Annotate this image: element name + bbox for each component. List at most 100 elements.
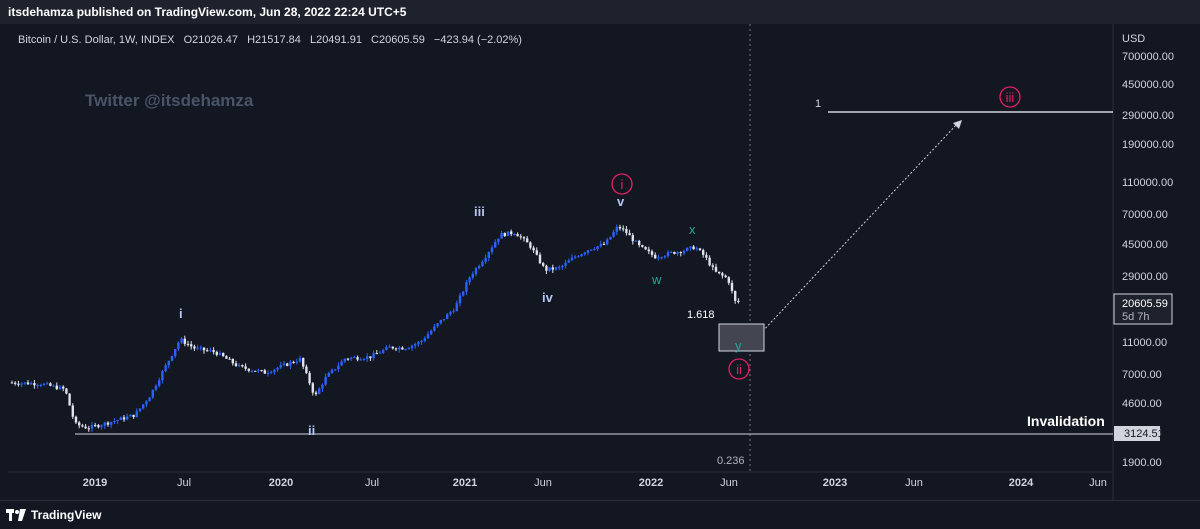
candle-body <box>190 344 193 347</box>
candle-body <box>660 257 663 259</box>
candle-body <box>577 256 580 258</box>
candle-body <box>650 251 654 255</box>
candle-body <box>458 295 462 304</box>
candle-body <box>314 392 318 394</box>
candle-body <box>308 372 311 384</box>
candle-body <box>730 282 734 291</box>
candle-body <box>202 347 206 351</box>
candle-body <box>654 254 657 259</box>
candle-body <box>244 366 247 369</box>
y-tick-label: 7000.00 <box>1122 369 1162 381</box>
candle-body <box>87 428 90 430</box>
candle-body <box>606 239 609 245</box>
candle-body <box>705 254 708 258</box>
candle-body <box>711 265 714 267</box>
candle-body <box>529 242 532 248</box>
candle-body <box>474 268 478 275</box>
projection-arrow-head <box>953 120 962 129</box>
candle-body <box>404 349 407 351</box>
projection-arrow <box>759 122 959 335</box>
candle-body <box>468 277 471 283</box>
candle-body <box>564 262 567 266</box>
candle-body <box>647 249 650 252</box>
plot-area[interactable] <box>8 26 1113 498</box>
candle-body <box>570 257 574 261</box>
x-tick-label: 2020 <box>269 477 293 489</box>
candle-body <box>282 363 286 365</box>
candle-body <box>270 372 273 374</box>
wave-i-label: i <box>179 306 183 321</box>
candle-body <box>394 348 398 350</box>
candle-body <box>151 389 154 398</box>
candle-body <box>126 416 129 420</box>
wave-v-label: v <box>617 194 625 209</box>
candle-body <box>545 265 548 271</box>
candle-body <box>295 361 298 363</box>
x-tick-label: Jun <box>1089 477 1107 489</box>
candle-body <box>698 248 702 251</box>
candle-body <box>65 388 68 394</box>
candle-body <box>385 347 388 350</box>
candle-body <box>561 265 564 268</box>
candle-body <box>289 361 292 366</box>
candle-body <box>388 346 391 348</box>
candle-body <box>218 352 222 355</box>
candle-body <box>359 359 362 361</box>
last-price-tag <box>1113 293 1173 325</box>
footer: TradingView <box>0 500 1200 529</box>
candle-body <box>62 386 65 389</box>
wave-iii-label: iii <box>474 204 485 219</box>
fib-zone-box <box>718 323 765 352</box>
tradingview-logo[interactable]: TradingView <box>6 507 101 523</box>
candle-body <box>106 422 110 425</box>
candle-body <box>494 242 497 248</box>
currency-label: USD <box>1122 33 1145 45</box>
y-tick-label: 290000.00 <box>1122 110 1174 122</box>
candle-body <box>318 388 321 394</box>
candle-body <box>618 226 622 229</box>
candle-body <box>666 252 670 257</box>
candle-body <box>471 274 474 278</box>
candle-body <box>510 231 513 235</box>
candle-body <box>538 254 542 264</box>
tradingview-brand: TradingView <box>31 508 102 522</box>
candle-body <box>356 357 359 360</box>
candle-body <box>567 260 570 263</box>
invalidation-label: Invalidation <box>1027 413 1105 429</box>
candle-body <box>145 401 148 405</box>
candle-body <box>676 252 679 254</box>
x-tick-label: 2019 <box>83 477 107 489</box>
candle-body <box>90 425 94 429</box>
candle-body <box>100 425 103 428</box>
x-tick-label: 2022 <box>639 477 663 489</box>
chart-area[interactable]: Bitcoin / U.S. Dollar, 1W, INDEX O21026.… <box>0 24 1200 500</box>
circled-ii-label: ii <box>736 362 742 377</box>
candle-body <box>122 417 126 420</box>
y-tick-label: 110000.00 <box>1122 177 1173 189</box>
candle-body <box>362 358 366 360</box>
wave-y-label: y <box>735 338 742 353</box>
circled-i-marker <box>611 173 633 195</box>
invalidation-price: 3124.51 <box>1124 428 1164 440</box>
candle-body <box>154 385 158 390</box>
candle-body <box>692 246 695 250</box>
candle-body <box>212 350 215 352</box>
candle-body <box>177 342 180 350</box>
candle-body <box>490 247 494 253</box>
candle-body <box>430 330 433 335</box>
candle-body <box>81 425 84 427</box>
y-tick-label: 4600.00 <box>1122 398 1162 410</box>
candle-body <box>721 273 724 276</box>
candle-body <box>158 380 161 386</box>
candle-body <box>129 414 132 417</box>
candle-body <box>714 266 718 272</box>
candle-body <box>321 384 324 389</box>
y-tick-label: 700000.00 <box>1122 51 1174 63</box>
candle-body <box>548 267 551 271</box>
candle-body <box>350 357 353 359</box>
candle-body <box>234 363 238 366</box>
candle-body <box>263 370 266 374</box>
x-axis-ticks: 2019 Jul 2020 Jul 2021 Jun 2022 Jun 2023 Jun 2024 J… <box>83 477 1107 489</box>
candle-body <box>423 338 426 341</box>
candle-body <box>164 365 167 372</box>
